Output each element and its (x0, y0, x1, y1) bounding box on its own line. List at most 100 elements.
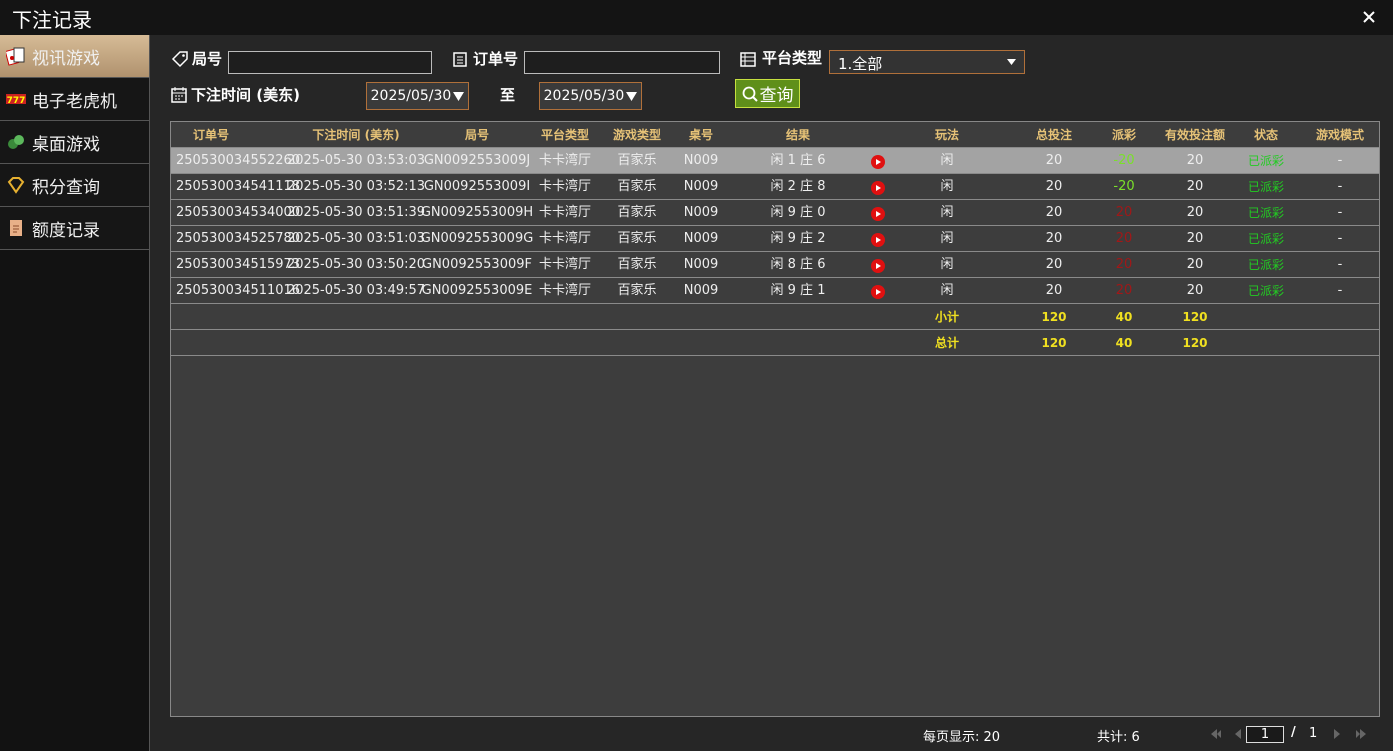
sidebar-item[interactable]: 777 电子老虎机 (0, 78, 149, 121)
search-button[interactable]: 查询 (735, 79, 800, 108)
table-cell: - (1337, 205, 1343, 220)
summary-cell: 120 (1182, 310, 1208, 324)
table-row[interactable]: 250530034534000 2025-05-30 03:51:39 GN0092… (171, 200, 1379, 226)
table-cell: - (1337, 231, 1343, 246)
sidebar-label: 额度记录 (32, 220, 100, 241)
order-label: 订单号 (473, 50, 519, 68)
table-cell: 2025-05-30 03:53:03 (286, 153, 426, 168)
column-header: 下注时间 (美东) (312, 128, 400, 142)
per-page: 每页显示: 20 (923, 730, 1001, 745)
sidebar-item[interactable]: 视讯游戏 (0, 35, 149, 78)
title-bar (0, 0, 1393, 35)
table-cell: N009 (683, 257, 719, 272)
table-cell: 卡卡湾厅 (538, 179, 592, 194)
next-last-buttons[interactable] (1334, 729, 1366, 739)
table-cell: 20 (1186, 179, 1204, 194)
sidebar-item[interactable]: 积分查询 (0, 164, 149, 207)
table-row[interactable]: 250530034525780 2025-05-30 03:51:03 GN0092… (171, 226, 1379, 252)
table-cell: 20 (1115, 205, 1133, 220)
table-cell: N009 (683, 153, 719, 168)
table-cell: -20 (1113, 153, 1135, 168)
table-cell: 20 (1186, 257, 1204, 272)
sidebar-label: 桌面游戏 (32, 134, 100, 155)
search-text: 查询 (759, 86, 794, 106)
table-cell: 闲 8 庄 6 (770, 257, 826, 272)
sidebar-icon: 777 (6, 94, 26, 106)
column-header: 订单号 (192, 128, 230, 142)
column-header: 状态 (1253, 128, 1279, 142)
sidebar-icon (7, 177, 25, 194)
table-cell: 已派彩 (1247, 180, 1285, 194)
table-cell: 百家乐 (617, 179, 657, 194)
table-cell: 20 (1045, 205, 1063, 220)
table-cell: 卡卡湾厅 (538, 257, 592, 272)
table-row[interactable]: 250530034515973 2025-05-30 03:50:20 GN0092… (171, 252, 1379, 278)
table-cell: 已派彩 (1247, 284, 1285, 298)
table-cell: 闲 (940, 205, 954, 220)
summary-cell: 120 (1041, 336, 1067, 350)
summary-row: 小计 120 40 120 (171, 304, 1379, 330)
svg-text:777: 777 (7, 96, 26, 106)
table-cell: 闲 (940, 283, 954, 298)
first-prev-buttons[interactable] (1211, 729, 1241, 739)
play-video-icon[interactable] (871, 155, 885, 169)
order-input[interactable] (524, 51, 720, 74)
table-cell: GN0092553009F (422, 257, 532, 272)
table-cell: 250530034552260 (176, 153, 301, 168)
table-cell: 卡卡湾厅 (538, 283, 592, 298)
search-icon (742, 86, 758, 102)
date-to[interactable]: 2025/05/30 (539, 82, 642, 110)
table-cell: 20 (1045, 283, 1063, 298)
play-video-icon[interactable] (871, 233, 885, 247)
play-video-icon[interactable] (871, 207, 885, 221)
table-cell: 已派彩 (1247, 206, 1285, 220)
date-from[interactable]: 2025/05/30 (366, 82, 469, 110)
column-header: 游戏类型 (612, 128, 662, 142)
play-video-icon[interactable] (871, 285, 885, 299)
round-input[interactable] (228, 51, 432, 74)
time-label: 下注时间 (美东) (191, 86, 300, 104)
dropdown-arrow (453, 91, 465, 101)
sidebar-item[interactable]: 桌面游戏 (0, 121, 149, 164)
table-cell: -20 (1113, 179, 1135, 194)
dropdown-arrow (1007, 59, 1016, 65)
column-header: 总投注 (1035, 128, 1073, 142)
column-header: 派彩 (1111, 128, 1137, 142)
table-cell: 闲 (940, 231, 954, 246)
sidebar-item[interactable]: 额度记录 (0, 207, 149, 250)
summary-cell: 40 (1115, 310, 1133, 324)
column-header: 桌号 (688, 128, 714, 142)
table-cell: 闲 9 庄 1 (770, 283, 826, 298)
page-input[interactable]: 1 (1246, 726, 1284, 743)
table-cell: 250530034534000 (176, 205, 301, 220)
table-row[interactable]: 250530034511016 2025-05-30 03:49:57 GN0092… (171, 278, 1379, 304)
table-cell: 2025-05-30 03:51:39 (286, 205, 426, 220)
table-cell: - (1337, 257, 1343, 272)
table-row[interactable]: 250530034552260 2025-05-30 03:53:03 GN0092… (171, 148, 1379, 174)
summary-cell: 40 (1115, 336, 1133, 350)
table-cell: 250530034541118 (176, 179, 301, 194)
table-cell: 闲 9 庄 2 (770, 231, 826, 246)
table-cell: 20 (1045, 179, 1063, 194)
platform-select[interactable]: 1.全部 (829, 50, 1025, 74)
play-video-icon[interactable] (871, 181, 885, 195)
summary-row: 总计 120 40 120 (171, 330, 1379, 356)
table-cell: 20 (1115, 257, 1133, 272)
table-cell: 2025-05-30 03:50:20 (286, 257, 426, 272)
table-cell: 闲 (940, 153, 954, 168)
round-label: 局号 (192, 50, 223, 68)
table-cell: N009 (683, 231, 719, 246)
play-video-icon[interactable] (871, 259, 885, 273)
table-cell: GN0092553009E (421, 283, 533, 298)
table-cell: 20 (1115, 283, 1133, 298)
sidebar-label: 电子老虎机 (32, 91, 117, 112)
date-from-text: 2025/05/30 (370, 88, 452, 104)
tag-icon (171, 51, 188, 68)
to-label: 至 (500, 86, 516, 104)
summary-cell: 总计 (934, 336, 960, 350)
table-cell: 20 (1186, 205, 1204, 220)
table-row[interactable]: 250530034541118 2025-05-30 03:52:13 GN0092… (171, 174, 1379, 200)
table-cell: 闲 1 庄 6 (770, 153, 826, 168)
table-cell: 已派彩 (1247, 258, 1285, 272)
close-button[interactable] (1362, 10, 1376, 24)
